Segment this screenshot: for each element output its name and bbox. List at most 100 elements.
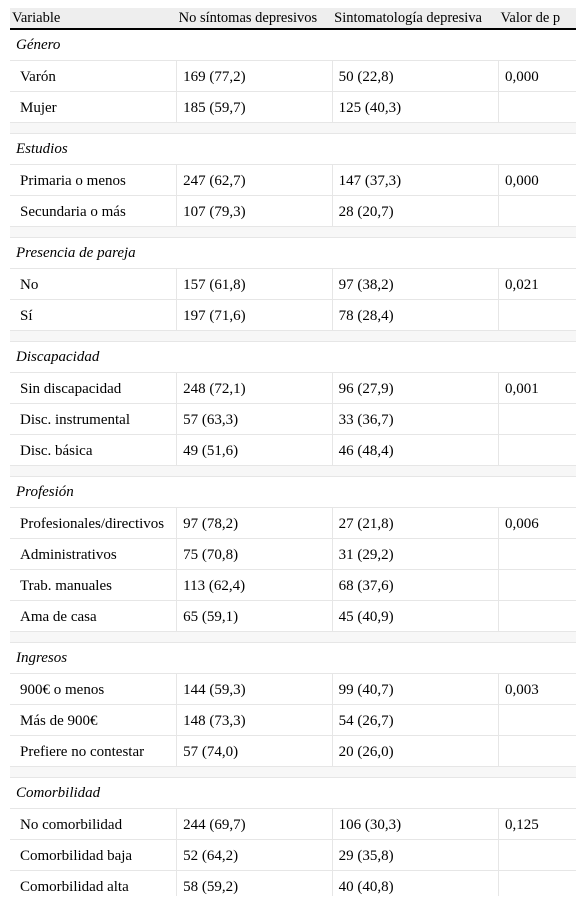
table-row: Administrativos 75 (70,8) 31 (29,2) xyxy=(10,538,576,570)
section-row: Ingresos xyxy=(10,642,576,674)
row-label: 900€ o menos xyxy=(10,673,177,705)
no-symptoms-cell: 58 (59,2) xyxy=(176,870,333,896)
symptoms-cell: 29 (35,8) xyxy=(331,839,499,871)
section-row: Discapacidad xyxy=(10,341,576,373)
p-value-cell: 0,000 xyxy=(498,164,576,196)
no-symptoms-cell: 144 (59,3) xyxy=(176,673,333,705)
row-label: Profesionales/directivos xyxy=(10,507,177,539)
section-row: Estudios xyxy=(10,133,576,165)
spacer-cell xyxy=(10,122,576,134)
row-label: Trab. manuales xyxy=(10,569,177,601)
symptoms-cell: 125 (40,3) xyxy=(331,91,499,123)
table-row: Sin discapacidad 248 (72,1) 96 (27,9) 0,001 xyxy=(10,372,576,404)
p-value-cell xyxy=(498,704,576,736)
table-row: Secundaria o más 107 (79,3) 28 (20,7) xyxy=(10,195,576,227)
table-row: Ama de casa 65 (59,1) 45 (40,9) xyxy=(10,600,576,632)
symptoms-cell: 45 (40,9) xyxy=(331,600,499,632)
no-symptoms-cell: 97 (78,2) xyxy=(176,507,333,539)
row-label: Sí xyxy=(10,299,177,331)
symptoms-cell: 31 (29,2) xyxy=(331,538,499,570)
results-table: Variable No síntomas depresivos Sintomat… xyxy=(10,8,576,896)
symptoms-cell: 33 (36,7) xyxy=(331,403,499,435)
no-symptoms-cell: 113 (62,4) xyxy=(176,569,333,601)
symptoms-cell: 106 (30,3) xyxy=(331,808,499,840)
table-row: 900€ o menos 144 (59,3) 99 (40,7) 0,003 xyxy=(10,673,576,705)
section-title: Estudios xyxy=(10,133,576,165)
row-label: Varón xyxy=(10,60,177,92)
row-label: Más de 900€ xyxy=(10,704,177,736)
symptoms-cell: 99 (40,7) xyxy=(331,673,499,705)
row-label: No comorbilidad xyxy=(10,808,177,840)
section-title: Comorbilidad xyxy=(10,777,576,809)
table-row: Comorbilidad baja 52 (64,2) 29 (35,8) xyxy=(10,839,576,871)
symptoms-cell: 50 (22,8) xyxy=(331,60,499,92)
no-symptoms-cell: 247 (62,7) xyxy=(176,164,333,196)
row-label: Ama de casa xyxy=(10,600,177,632)
table-body: Género Varón 169 (77,2) 50 (22,8) 0,000 Mujer… xyxy=(10,29,576,896)
spacer-cell xyxy=(10,465,576,477)
no-symptoms-cell: 65 (59,1) xyxy=(176,600,333,632)
row-label: Disc. instrumental xyxy=(10,403,177,435)
no-symptoms-cell: 157 (61,8) xyxy=(176,268,333,300)
p-value-cell xyxy=(498,195,576,227)
p-value-cell xyxy=(498,434,576,466)
p-value-cell: 0,021 xyxy=(498,268,576,300)
row-label: Primaria o menos xyxy=(10,164,177,196)
symptoms-cell: 68 (37,6) xyxy=(331,569,499,601)
p-value-cell xyxy=(498,403,576,435)
table-row: Sí 197 (71,6) 78 (28,4) xyxy=(10,299,576,331)
p-value-cell xyxy=(498,839,576,871)
no-symptoms-cell: 52 (64,2) xyxy=(176,839,333,871)
row-label: Comorbilidad baja xyxy=(10,839,177,871)
no-symptoms-cell: 248 (72,1) xyxy=(176,372,333,404)
row-label: Disc. básica xyxy=(10,434,177,466)
table-row: Más de 900€ 148 (73,3) 54 (26,7) xyxy=(10,704,576,736)
symptoms-cell: 46 (48,4) xyxy=(331,434,499,466)
no-symptoms-cell: 57 (63,3) xyxy=(176,403,333,435)
row-label: Comorbilidad alta xyxy=(20,878,129,895)
header-variable: Variable xyxy=(10,8,177,30)
symptoms-cell: 28 (20,7) xyxy=(331,195,499,227)
section-title: Género xyxy=(10,29,576,61)
spacer-row xyxy=(10,631,576,643)
row-label: Sin discapacidad xyxy=(10,372,177,404)
p-value-cell xyxy=(498,569,576,601)
spacer-row xyxy=(10,226,576,238)
spacer-row xyxy=(10,465,576,477)
no-symptoms-cell: 107 (79,3) xyxy=(176,195,333,227)
table-row: Profesionales/directivos 97 (78,2) 27 (21,… xyxy=(10,507,576,539)
symptoms-cell: 147 (37,3) xyxy=(331,164,499,196)
p-value-cell xyxy=(498,538,576,570)
symptoms-cell: 20 (26,0) xyxy=(331,735,499,767)
header-row: Variable No síntomas depresivos Sintomat… xyxy=(10,8,576,30)
no-symptoms-cell: 148 (73,3) xyxy=(176,704,333,736)
section-title: Profesión xyxy=(10,476,576,508)
symptoms-cell: 78 (28,4) xyxy=(331,299,499,331)
p-value-cell xyxy=(498,299,576,331)
spacer-cell xyxy=(10,226,576,238)
section-title: Discapacidad xyxy=(10,341,576,373)
no-symptoms-cell: 49 (51,6) xyxy=(176,434,333,466)
table-row: No comorbilidad 244 (69,7) 106 (30,3) 0,125 xyxy=(10,808,576,840)
symptoms-cell: 40 (40,8) xyxy=(331,870,499,896)
no-symptoms-cell: 197 (71,6) xyxy=(176,299,333,331)
p-value-cell: 0,001 xyxy=(498,372,576,404)
section-title: Presencia de pareja xyxy=(10,237,576,269)
no-symptoms-cell: 57 (74,0) xyxy=(176,735,333,767)
no-symptoms-cell: 244 (69,7) xyxy=(176,808,333,840)
table-row: Comorbilidad alta 58 (59,2) 40 (40,8) xyxy=(10,870,576,896)
section-title: Ingresos xyxy=(10,642,576,674)
spacer-cell xyxy=(10,330,576,342)
p-value-cell: 0,003 xyxy=(498,673,576,705)
table-row: Disc. instrumental 57 (63,3) 33 (36,7) xyxy=(10,403,576,435)
row-label: No xyxy=(10,268,177,300)
p-value-cell: 0,125 xyxy=(498,808,576,840)
section-row: Género xyxy=(10,29,576,61)
p-value-cell: 0,006 xyxy=(498,507,576,539)
row-label: Prefiere no contestar xyxy=(10,735,177,767)
section-row: Presencia de pareja xyxy=(10,237,576,269)
spacer-row xyxy=(10,122,576,134)
p-value-cell xyxy=(498,91,576,123)
section-row: Comorbilidad xyxy=(10,777,576,809)
table-row: Prefiere no contestar 57 (74,0) 20 (26,0) xyxy=(10,735,576,767)
